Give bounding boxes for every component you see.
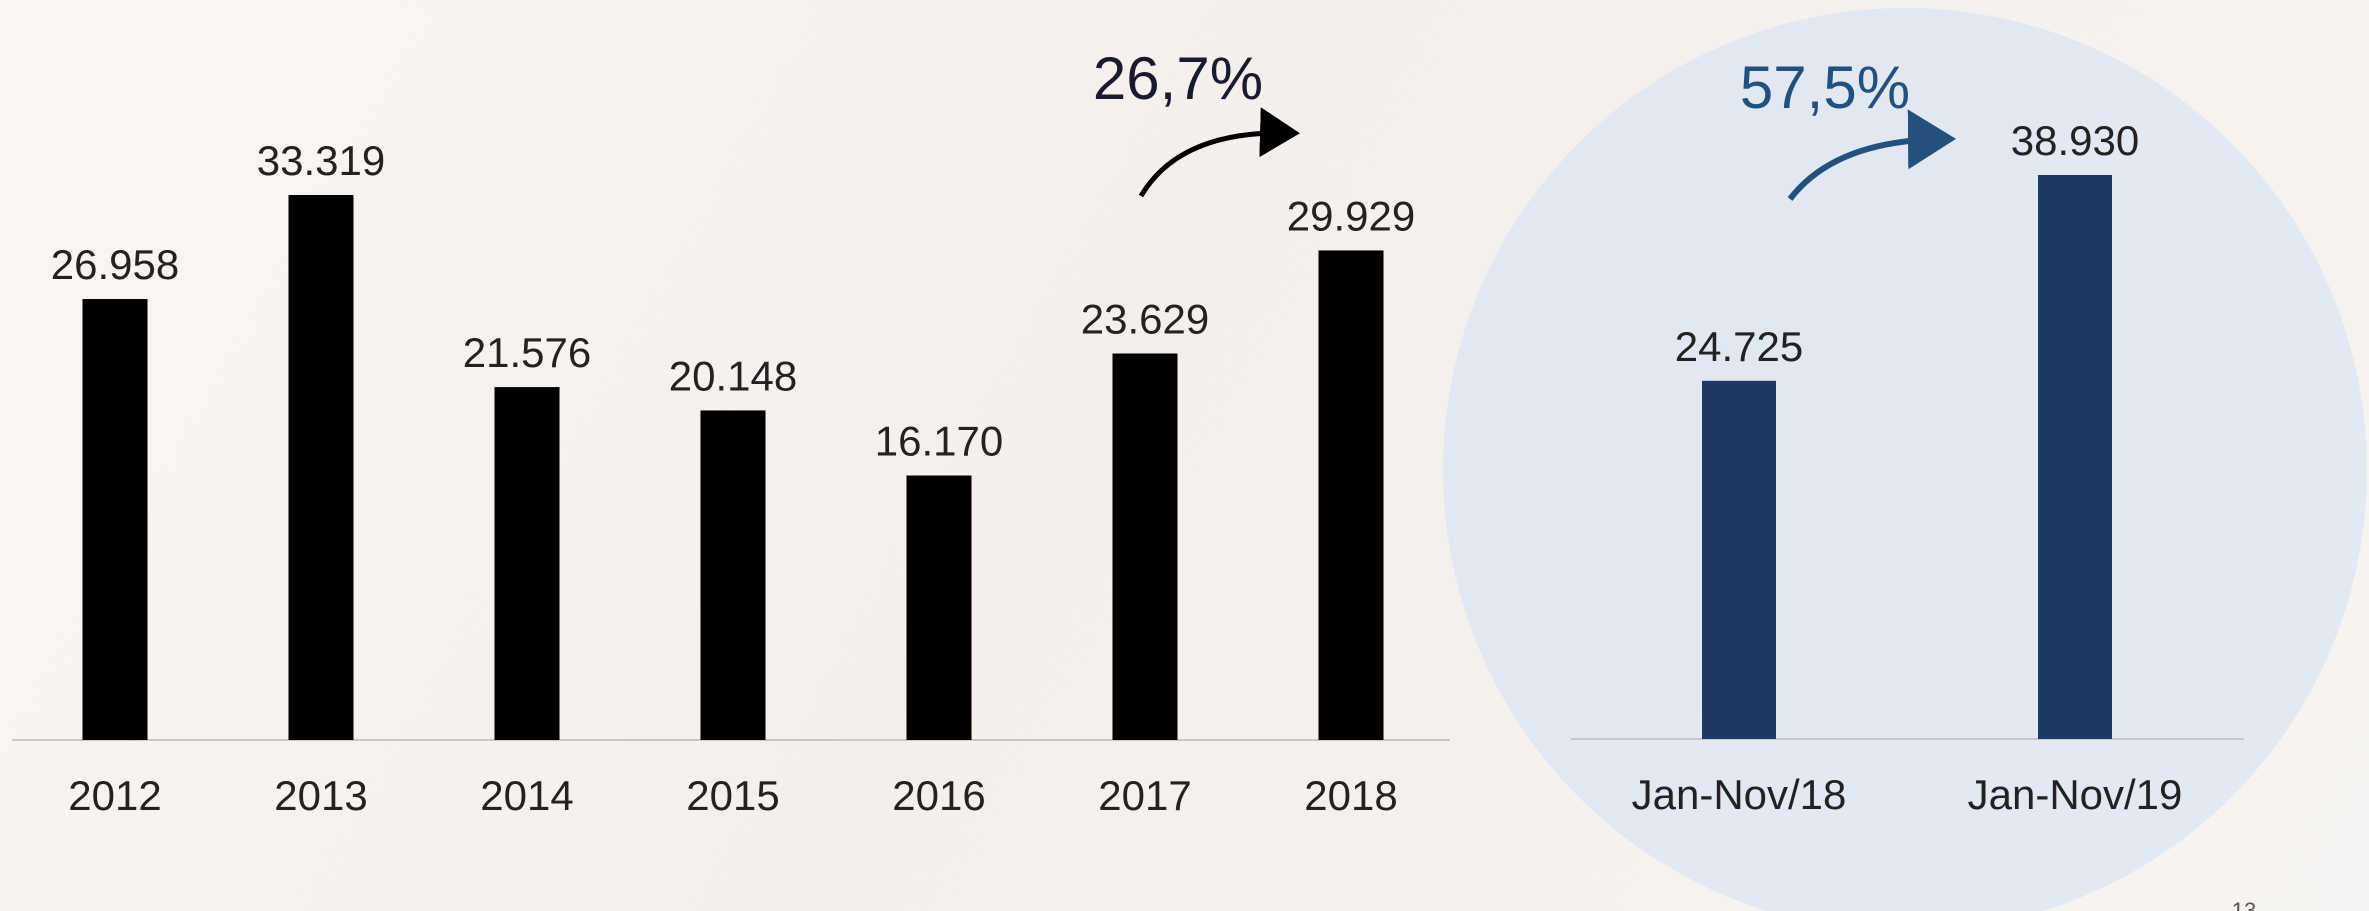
annotation: 26,7% bbox=[1093, 45, 1263, 112]
category-label: 2015 bbox=[686, 772, 779, 819]
value-label: 23.629 bbox=[1081, 295, 1209, 342]
value-label: 26.958 bbox=[51, 241, 179, 288]
bar bbox=[2038, 175, 2112, 739]
value-label: 38.930 bbox=[2011, 117, 2139, 164]
bar bbox=[288, 195, 354, 740]
annotation: 57,5% bbox=[1740, 54, 1910, 121]
bar bbox=[1112, 353, 1178, 740]
category-label: 2016 bbox=[892, 772, 985, 819]
bar bbox=[82, 299, 148, 740]
value-label: 33.319 bbox=[257, 137, 385, 184]
arrow bbox=[1787, 109, 1956, 201]
category-label: Jan-Nov/18 bbox=[1632, 771, 1847, 818]
value-label: 20.148 bbox=[669, 352, 797, 399]
bar bbox=[906, 475, 972, 740]
category-label: 2012 bbox=[68, 772, 161, 819]
page-number: 13 bbox=[2232, 898, 2256, 911]
bar bbox=[494, 387, 560, 740]
value-label: 24.725 bbox=[1675, 323, 1803, 370]
category-label: 2014 bbox=[480, 772, 573, 819]
category-label: 2013 bbox=[274, 772, 367, 819]
arrow bbox=[1138, 107, 1300, 198]
highlight-circle bbox=[1443, 8, 2367, 911]
bar bbox=[700, 410, 766, 740]
value-label: 16.170 bbox=[875, 418, 1003, 465]
value-label: 21.576 bbox=[463, 329, 591, 376]
category-label: Jan-Nov/19 bbox=[1968, 771, 2183, 818]
category-label: 2018 bbox=[1304, 772, 1397, 819]
bar bbox=[1318, 250, 1384, 740]
category-label: 2017 bbox=[1098, 772, 1191, 819]
bar bbox=[1702, 380, 1776, 739]
value-label: 29.929 bbox=[1287, 192, 1415, 239]
